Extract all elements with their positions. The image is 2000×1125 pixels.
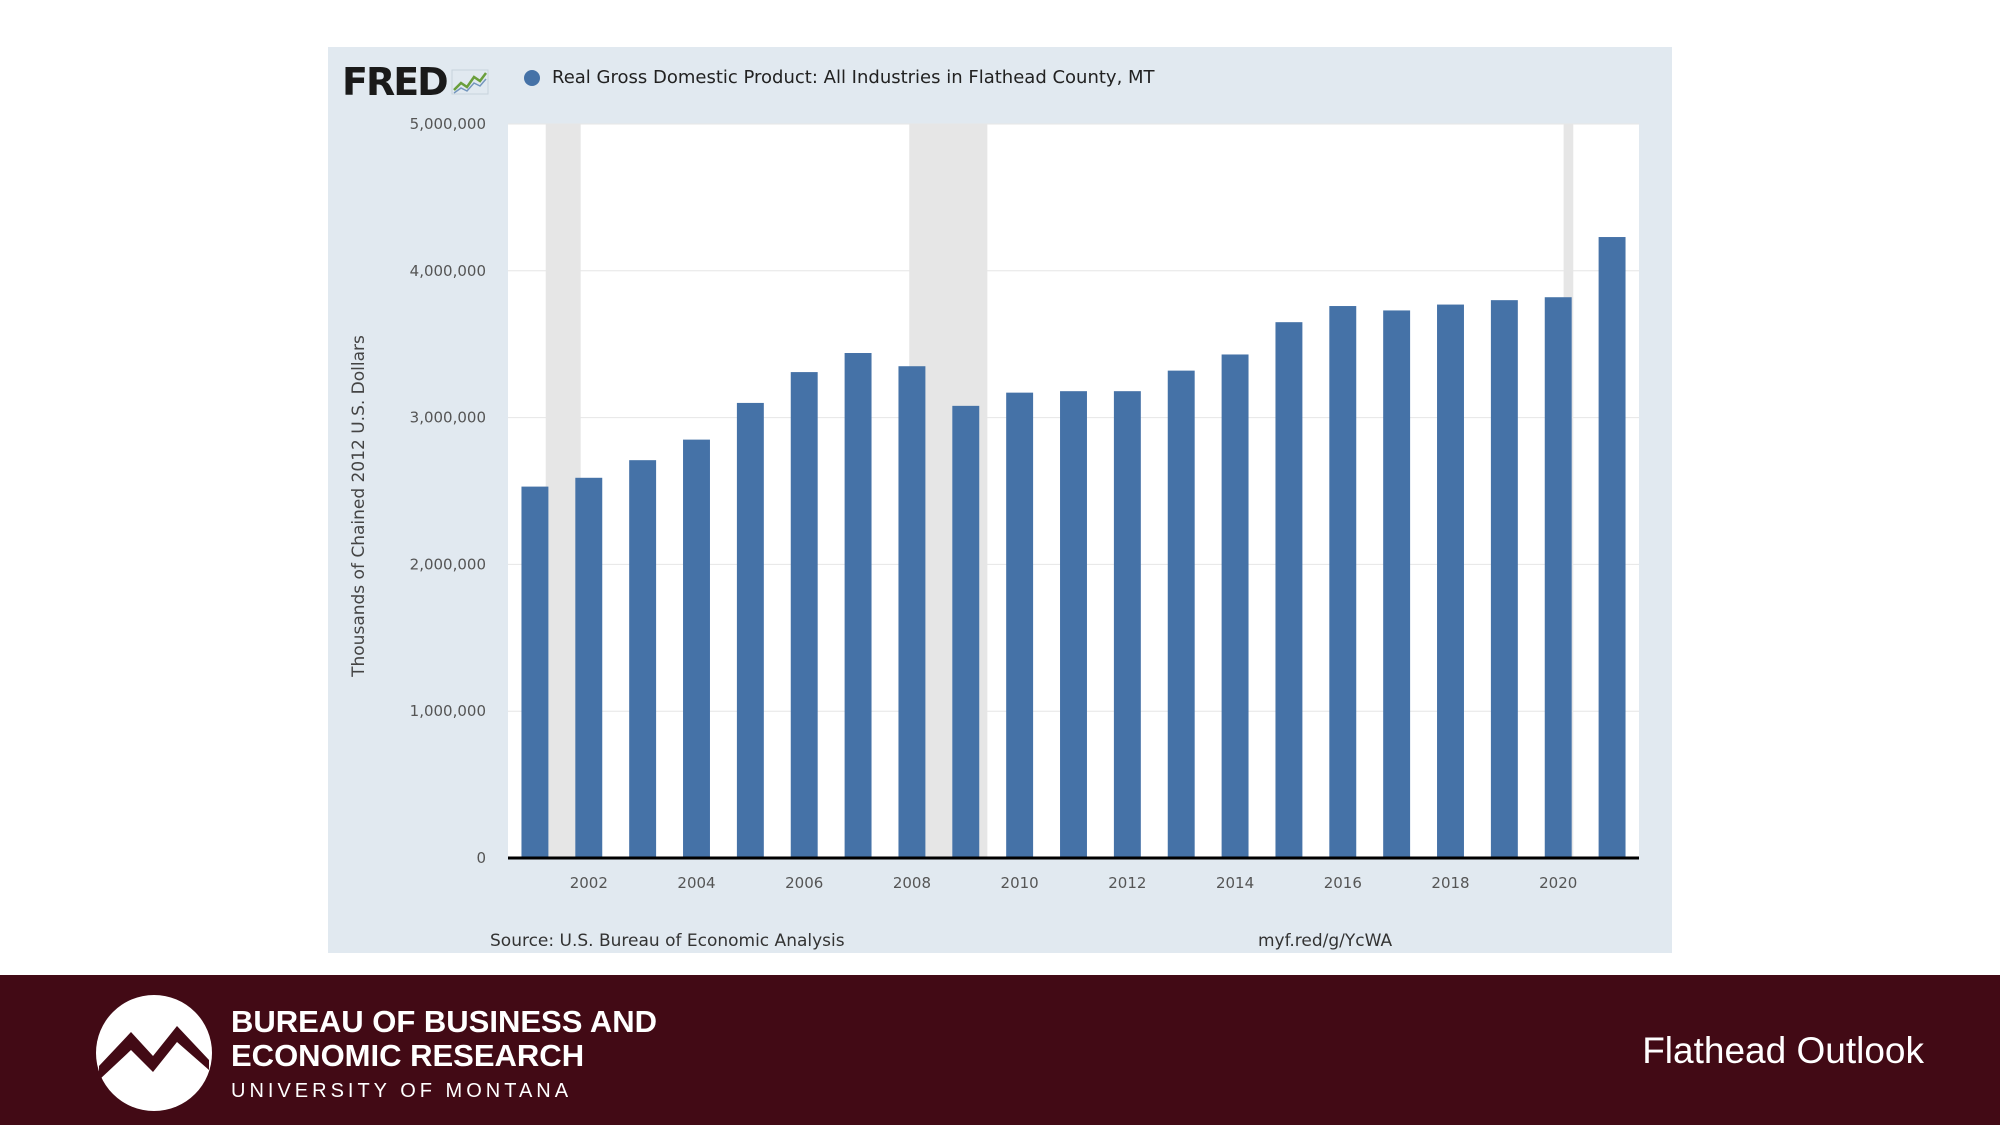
footer-band: BUREAU OF BUSINESS AND ECONOMIC RESEARCH… — [0, 975, 2000, 1125]
bar-2005 — [736, 402, 764, 858]
bar-2009 — [952, 405, 980, 858]
x-tick-label: 2018 — [1431, 874, 1469, 892]
x-tick-label: 2004 — [677, 874, 715, 892]
bar-2003 — [629, 460, 657, 858]
org-name: BUREAU OF BUSINESS AND ECONOMIC RESEARCH — [231, 1005, 657, 1073]
chart-panel: FRED Real Gross Domestic Product: All In… — [328, 47, 1672, 953]
slide-title: Flathead Outlook — [1642, 1030, 1924, 1071]
source-note: Source: U.S. Bureau of Economic Analysis — [490, 931, 845, 951]
x-tick-label: 2010 — [1001, 874, 1039, 892]
bar-2021 — [1598, 237, 1626, 858]
bar-2011 — [1060, 391, 1087, 858]
bar-2014 — [1221, 354, 1249, 858]
plot-area: 0 1,000,000 2,000,000 3,000,000 4,000,000 5,0… — [349, 115, 1639, 892]
bar-2007 — [844, 353, 872, 858]
bar-2012 — [1113, 391, 1141, 858]
bar-2013 — [1167, 370, 1195, 858]
bar-2020 — [1544, 297, 1572, 858]
x-tick-label: 2006 — [785, 874, 823, 892]
x-tick-label: 2008 — [893, 874, 931, 892]
bar-2015 — [1275, 322, 1303, 858]
bar-2008 — [898, 366, 926, 858]
y-tick-label: 0 — [476, 849, 486, 867]
mountain-logo-icon — [96, 995, 212, 1111]
bar-2004 — [683, 439, 710, 858]
bar-2016 — [1329, 306, 1357, 859]
x-tick-label: 2014 — [1216, 874, 1254, 892]
recession-band-0 — [545, 124, 581, 858]
y-tick-label: 4,000,000 — [410, 262, 486, 280]
chart-title: Real Gross Domestic Product: All Industr… — [552, 67, 1155, 88]
y-tick-label: 3,000,000 — [410, 409, 486, 427]
fred-logo-text: FRED — [342, 60, 449, 104]
y-tick-label: 5,000,000 — [410, 115, 486, 133]
bar-2001 — [521, 486, 549, 858]
org-name-line-2: ECONOMIC RESEARCH — [231, 1038, 585, 1073]
org-name-line-1: BUREAU OF BUSINESS AND — [231, 1004, 657, 1039]
bar-2017 — [1383, 310, 1411, 858]
line-chart-icon — [451, 69, 489, 95]
chart-legend: Real Gross Domestic Product: All Industr… — [524, 67, 1155, 88]
bar-2018 — [1437, 304, 1464, 859]
y-tick-label: 1,000,000 — [410, 702, 486, 720]
legend-marker — [524, 69, 540, 86]
x-tick-label: 2012 — [1108, 874, 1146, 892]
org-subtitle: UNIVERSITY OF MONTANA — [231, 1080, 573, 1102]
short-url-link[interactable]: myf.red/g/YcWA — [1258, 931, 1393, 951]
y-axis-title: Thousands of Chained 2012 U.S. Dollars — [349, 335, 369, 678]
bar-2006 — [790, 372, 818, 858]
bar-2002 — [575, 477, 603, 858]
fred-logo[interactable]: FRED — [342, 57, 489, 107]
x-tick-label: 2016 — [1324, 874, 1362, 892]
bar-2010 — [1006, 392, 1034, 858]
x-tick-label: 2002 — [570, 874, 608, 892]
bar-2019 — [1490, 300, 1518, 858]
x-tick-label: 2020 — [1539, 874, 1577, 892]
y-tick-label: 2,000,000 — [410, 555, 486, 573]
